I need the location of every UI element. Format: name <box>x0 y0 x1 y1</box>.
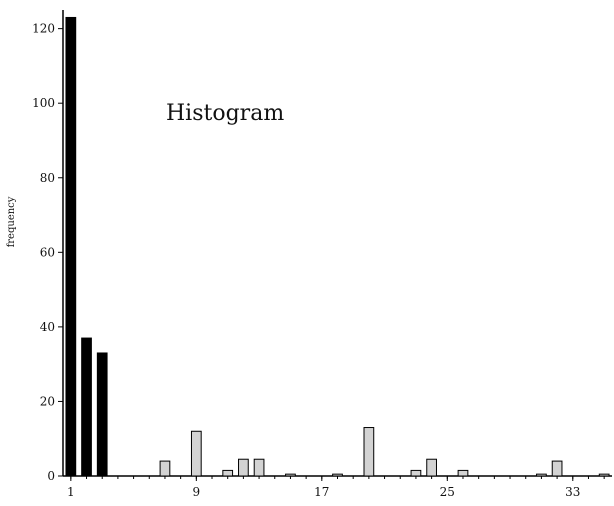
histogram-bar <box>426 458 437 477</box>
y-tick-label: 0 <box>47 469 55 483</box>
histogram-bar <box>222 469 234 477</box>
histogram-bar <box>238 458 249 477</box>
chart-title: Histogram <box>166 101 284 126</box>
y-tick-label: 100 <box>32 96 55 110</box>
y-tick-label: 60 <box>40 245 55 259</box>
x-tick-label: 17 <box>314 485 329 499</box>
y-axis-label: frequency <box>6 196 17 247</box>
histogram-bar <box>65 16 77 477</box>
x-tick-label: 33 <box>565 485 580 499</box>
y-tick-label: 20 <box>40 394 55 408</box>
histogram-bar <box>253 458 265 477</box>
y-tick-label: 80 <box>40 171 55 185</box>
x-tick-label: 9 <box>193 485 201 499</box>
histogram-bar <box>536 473 547 477</box>
histogram-bar <box>159 460 171 477</box>
histogram-bar <box>410 469 422 477</box>
histogram-bar <box>598 473 610 477</box>
y-tick-label: 40 <box>40 320 55 334</box>
histogram-bar <box>96 352 108 477</box>
histogram-bar <box>551 460 563 477</box>
y-tick-label: 120 <box>32 22 55 36</box>
histogram-bar <box>363 427 375 477</box>
x-tick-label: 1 <box>67 485 75 499</box>
histogram-bar <box>190 430 202 477</box>
histogram-bar <box>285 473 296 477</box>
x-tick-label: 25 <box>440 485 455 499</box>
histogram-bar <box>81 337 92 477</box>
histogram-bar <box>457 469 469 477</box>
histogram-bar <box>332 473 343 477</box>
